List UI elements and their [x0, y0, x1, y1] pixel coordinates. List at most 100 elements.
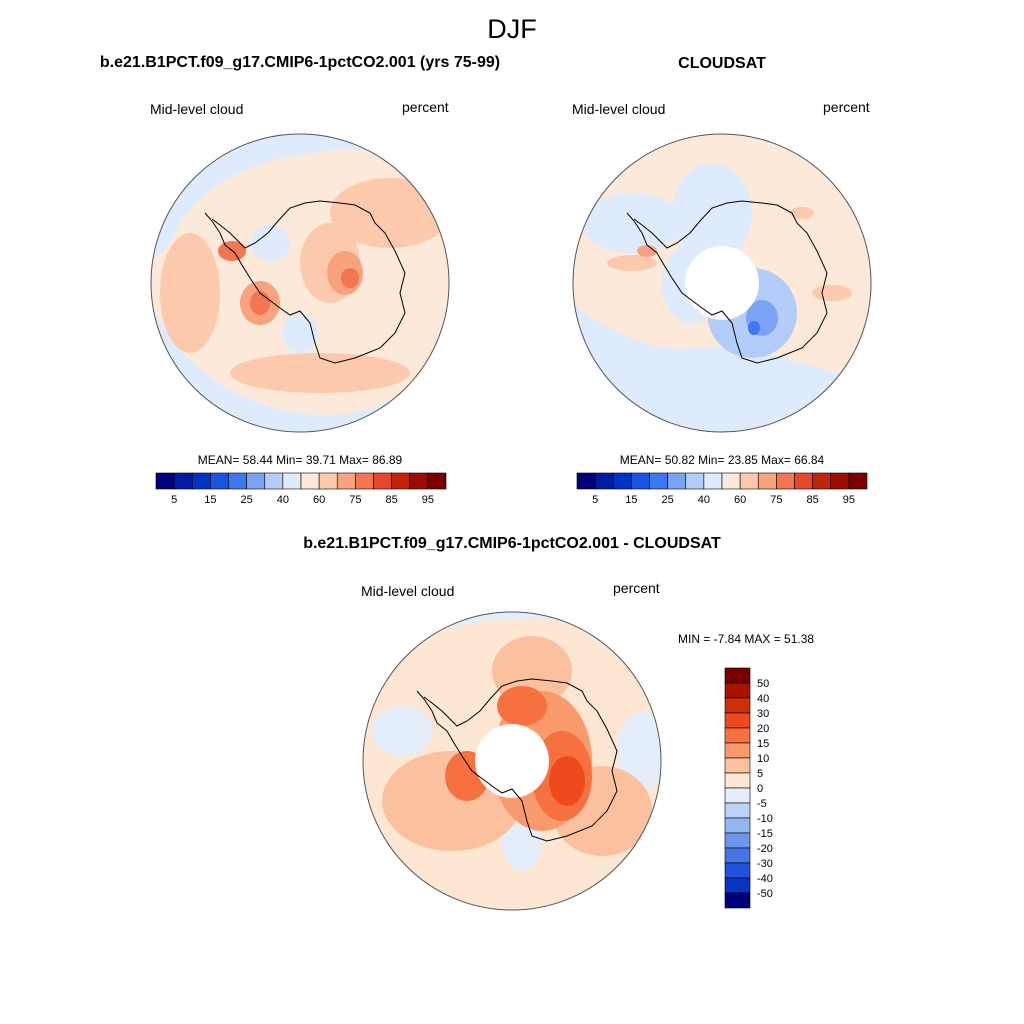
map1-field-orange-region	[160, 233, 220, 353]
map2-antarctica-coastline	[626, 200, 828, 364]
colorbar1-tick-label: 60	[313, 494, 325, 506]
colorbar3-tick-label: -20	[757, 843, 773, 855]
panel1-polar-map	[150, 133, 450, 433]
panel1-variable-label: Mid-level cloud	[150, 101, 244, 117]
colorbar1-tick-label: 15	[204, 494, 216, 506]
colorbar3-segment	[724, 862, 751, 879]
colorbar1-tick-label: 25	[241, 494, 253, 506]
map3-pole-hole	[475, 724, 549, 798]
colorbar2-tick-label: 95	[843, 494, 855, 506]
colorbar3-tick-label: -5	[757, 798, 767, 810]
colorbar3-tick-label: -40	[757, 873, 773, 885]
colorbar2-segment	[848, 472, 868, 490]
map3-boundary	[362, 611, 662, 911]
colorbar1-segment	[300, 472, 320, 490]
colorbar2-tick-label: 60	[734, 494, 746, 506]
map2-field-orange-region	[607, 255, 657, 271]
colorbar2-segment	[685, 472, 705, 490]
colorbar1-tick-label: 75	[349, 494, 361, 506]
colorbar3-segment	[724, 892, 751, 909]
colorbar1-segment	[264, 472, 284, 490]
map2-boundary	[572, 133, 872, 433]
colorbar1-segment	[246, 472, 266, 490]
colorbar1-segment	[155, 472, 175, 490]
colorbar3-tick-label: -10	[757, 813, 773, 825]
colorbar2-segment	[594, 472, 614, 490]
panel3-polar-map	[362, 611, 662, 911]
colorbar1-tick-label: 5	[171, 494, 177, 506]
colorbar3-tick-label: 20	[757, 723, 769, 735]
colorbar3-tick-label: 50	[757, 678, 769, 690]
colorbar3-segment	[724, 712, 751, 729]
colorbar2-segment	[667, 472, 687, 490]
map2-field-orange-region	[812, 285, 852, 301]
panel1-colorbar: 5 15 25 40 60 75 85 95	[155, 472, 447, 506]
colorbar1-segment	[355, 472, 374, 490]
panel3-title: b.e21.B1PCT.f09_g17.CMIP6-1pctCO2.001 - …	[303, 535, 721, 552]
map1-antarctica-coastline	[204, 200, 406, 364]
map2-field-orange-region	[637, 245, 657, 257]
map1-field-blue-region	[151, 303, 449, 432]
colorbar2-segment	[631, 472, 650, 490]
map1-field-orange-region	[230, 353, 410, 393]
panel2-title: CLOUDSAT	[678, 55, 766, 72]
map1-field-orange-region	[330, 178, 449, 248]
colorbar3-tick-label: 10	[757, 753, 769, 765]
colorbar2-segment	[612, 472, 632, 490]
colorbar1-segment	[210, 472, 229, 490]
colorbar3-tick-label: 40	[757, 693, 769, 705]
colorbar2-tick-label: 15	[625, 494, 637, 506]
map3-field-blue-region	[617, 711, 661, 791]
colorbar1-tick-label: 85	[386, 494, 398, 506]
colorbar2-segment	[739, 472, 759, 490]
colorbar1-segment	[282, 472, 302, 490]
colorbar1-segment	[336, 472, 356, 490]
colorbar1-segment	[228, 472, 247, 490]
colorbar3-segment	[724, 877, 751, 894]
panel3-stats: MIN = -7.84 MAX = 51.38	[678, 632, 815, 646]
map3-antarctica-coastline	[416, 678, 618, 842]
panel1-title: b.e21.B1PCT.f09_g17.CMIP6-1pctCO2.001 (y…	[99, 54, 501, 71]
map2-pole-hole	[685, 246, 759, 320]
colorbar3-segment	[724, 772, 751, 789]
colorbar3-tick-label: -15	[757, 828, 773, 840]
panel2-polar-map	[572, 133, 872, 433]
map3-field-red-region	[549, 756, 585, 806]
map1-field-blue-region	[282, 313, 318, 353]
colorbar2-segment	[776, 472, 795, 490]
panel3-units-label: percent	[613, 580, 660, 596]
map3-field-blue-region	[372, 706, 432, 756]
colorbar2-segment	[794, 472, 813, 490]
colorbar3-segment	[724, 757, 751, 774]
season-title: DJF	[487, 14, 537, 44]
colorbar2-tick-label: 85	[807, 494, 819, 506]
map1-field-blue-region	[151, 134, 449, 263]
colorbar3-tick-label: 15	[757, 738, 769, 750]
colorbar2-segment	[812, 472, 832, 490]
colorbar1-segment	[427, 472, 447, 490]
colorbar3-segment	[724, 832, 751, 849]
colorbar3-segment	[724, 817, 751, 834]
colorbar1-segment	[373, 472, 392, 490]
panel2-stats: MEAN= 50.82 Min= 23.85 Max= 66.84	[619, 453, 825, 467]
colorbar1-segment	[409, 472, 429, 490]
colorbar3-tick-label: 0	[757, 783, 763, 795]
map1-field-blue-region	[250, 225, 290, 261]
colorbar3-segment	[724, 682, 751, 699]
colorbar2-tick-label: 40	[698, 494, 710, 506]
colorbar3-tick-label: 5	[757, 768, 763, 780]
panel2-variable-label: Mid-level cloud	[572, 101, 666, 117]
colorbar3-tick-label: 30	[757, 708, 769, 720]
colorbar2-tick-label: 75	[770, 494, 782, 506]
panel2-units-label: percent	[823, 99, 870, 115]
map2-field-blue-region	[573, 303, 871, 432]
map1-boundary	[150, 133, 450, 433]
colorbar3-tick-label: -50	[757, 888, 773, 900]
colorbar1-tick-label: 95	[422, 494, 434, 506]
colorbar2-segment	[576, 472, 596, 490]
panel3-variable-label: Mid-level cloud	[361, 583, 455, 599]
colorbar2-segment	[721, 472, 741, 490]
colorbar3-segment	[724, 727, 751, 744]
colorbar1-segment	[191, 472, 211, 490]
